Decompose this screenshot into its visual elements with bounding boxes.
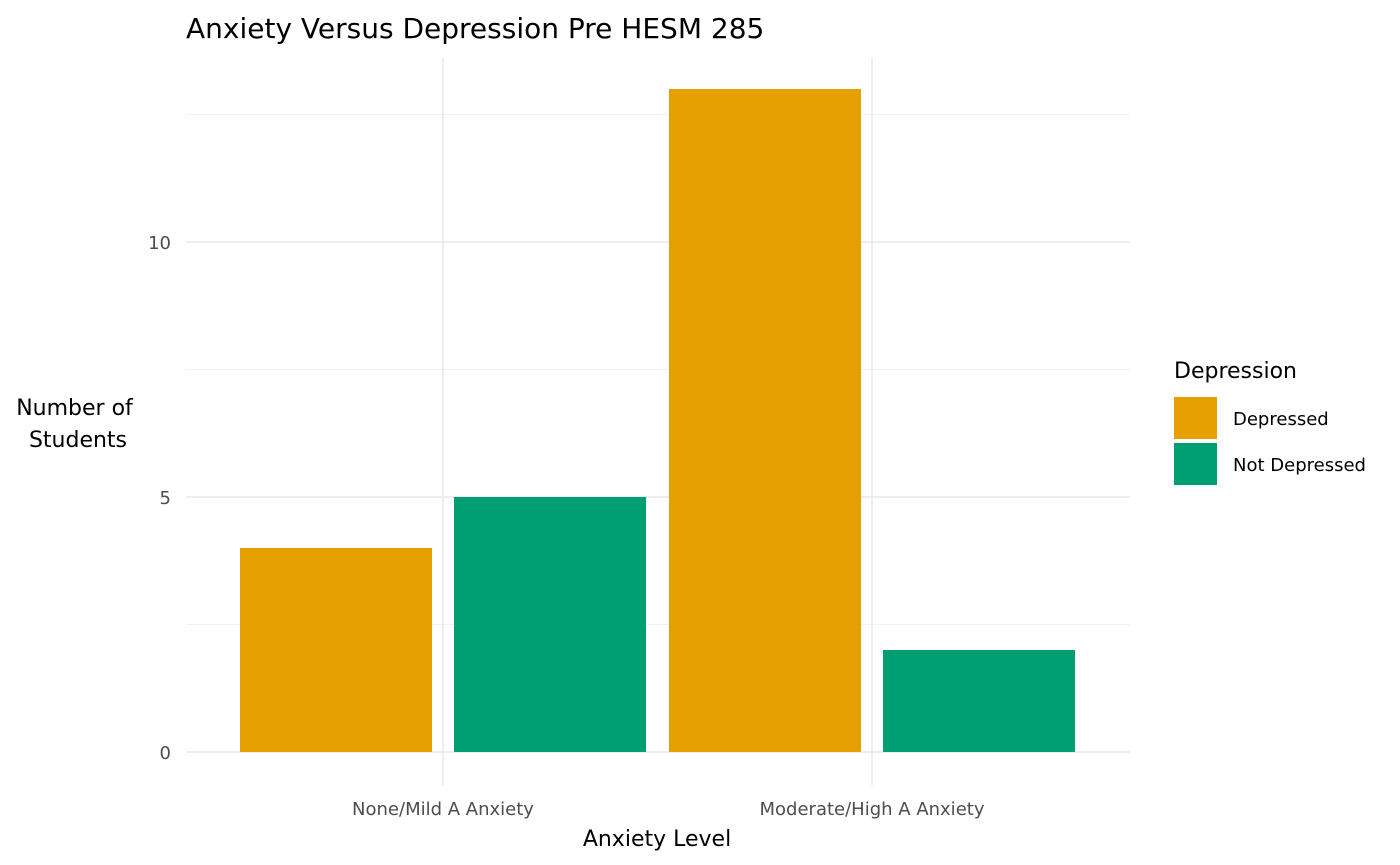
y-tick-label: 10 <box>148 233 171 254</box>
bar-depressed-1 <box>240 548 432 752</box>
x-axis-ticks: None/Mild A Anxiety Moderate/High A Anxie… <box>352 799 985 820</box>
y-tick-label: 5 <box>160 488 171 509</box>
legend-title: Depression <box>1174 359 1297 384</box>
x-tick-label: None/Mild A Anxiety <box>352 799 534 820</box>
y-axis-title: Number of Students <box>16 396 140 453</box>
y-axis-ticks: 0 5 10 <box>148 233 171 764</box>
bar-not-depressed-1 <box>454 497 646 752</box>
y-axis-title-line-2: Students <box>29 428 127 453</box>
legend-key-depressed <box>1174 397 1217 439</box>
legend-key-not-depressed <box>1174 443 1217 485</box>
bar-not-depressed-2 <box>883 650 1075 752</box>
y-tick-label: 0 <box>160 743 171 764</box>
bar-depressed-2 <box>669 89 861 752</box>
legend-label: Depressed <box>1233 409 1329 430</box>
x-axis-title: Anxiety Level <box>583 827 731 852</box>
legend-label: Not Depressed <box>1233 455 1366 476</box>
bars <box>240 89 1075 752</box>
legend: Depression Depressed Not Depressed <box>1174 359 1366 485</box>
y-axis-title-line-1: Number of <box>16 396 134 421</box>
x-tick-label: Moderate/High A Anxiety <box>760 799 985 820</box>
chart-title: Anxiety Versus Depression Pre HESM 285 <box>186 12 764 45</box>
